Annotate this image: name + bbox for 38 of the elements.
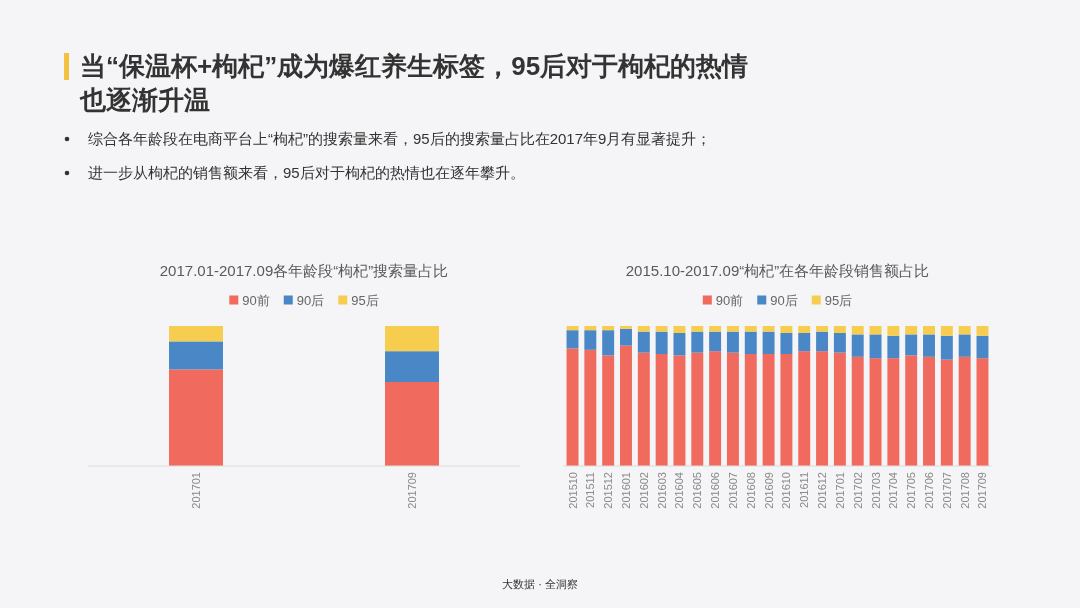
- x-tick-label: 201511: [584, 472, 597, 508]
- x-tick-label: 201605: [691, 472, 704, 509]
- text: 大数据 · 全洞察: [502, 577, 578, 592]
- chart-title: 2017.01-2017.09各年龄段“枸杞”搜索量占比: [159, 261, 449, 279]
- x-tick-label: 201602: [637, 472, 650, 509]
- x-tick-label: 201704: [887, 472, 900, 509]
- chart-title: 2015.10-2017.09“枸杞”在各年龄段销售额占比: [625, 261, 930, 279]
- x-tick-label: 201709: [976, 472, 989, 509]
- x-tick-label: 201702: [851, 472, 864, 509]
- x-tick-label: 201608: [744, 472, 757, 509]
- x-tick-label: 201609: [762, 472, 775, 509]
- x-tick-label: 201703: [869, 472, 882, 509]
- x-tick-label: 201512: [602, 472, 615, 509]
- x-tick-label: 201701: [833, 472, 846, 509]
- x-tick-label: 201607: [726, 472, 739, 509]
- x-tick-label: 201709: [406, 472, 418, 509]
- x-tick-label: 201606: [709, 472, 722, 509]
- x-tick-label: 201610: [780, 472, 793, 509]
- legend-label: 90后: [296, 292, 325, 308]
- x-tick-label: 201601: [619, 472, 632, 509]
- x-tick-label: 201701: [190, 472, 202, 509]
- legend-label: 90前: [242, 292, 270, 308]
- legend-label: 90后: [770, 292, 798, 308]
- legend-label: 90前: [715, 292, 744, 308]
- legend-label: 95后: [351, 292, 379, 308]
- legend-label: 95后: [824, 292, 853, 308]
- x-tick-label: 201612: [816, 472, 829, 509]
- text: 综合各年龄段在电商平台上“枸杞”的搜索量来看，95后的搜索量占比在2017年9月有显著提升；: [88, 130, 712, 147]
- x-tick-label: 201705: [905, 472, 918, 509]
- x-tick-label: 201604: [673, 472, 686, 509]
- x-tick-label: 201706: [923, 472, 936, 509]
- text: 进一步从枸杞的销售额来看，95后对于枸杞的热情也在逐年攀升。: [88, 164, 525, 181]
- x-tick-label: 201611: [798, 472, 811, 508]
- x-tick-label: 201708: [958, 472, 971, 509]
- x-tick-label: 201510: [566, 472, 579, 509]
- text: 当“保温杯+枸杞”成为爆红养生标签，95后对于枸杞的热情也逐渐升温: [80, 50, 750, 117]
- x-tick-label: 201603: [655, 472, 668, 509]
- x-tick-label: 201707: [940, 472, 953, 509]
